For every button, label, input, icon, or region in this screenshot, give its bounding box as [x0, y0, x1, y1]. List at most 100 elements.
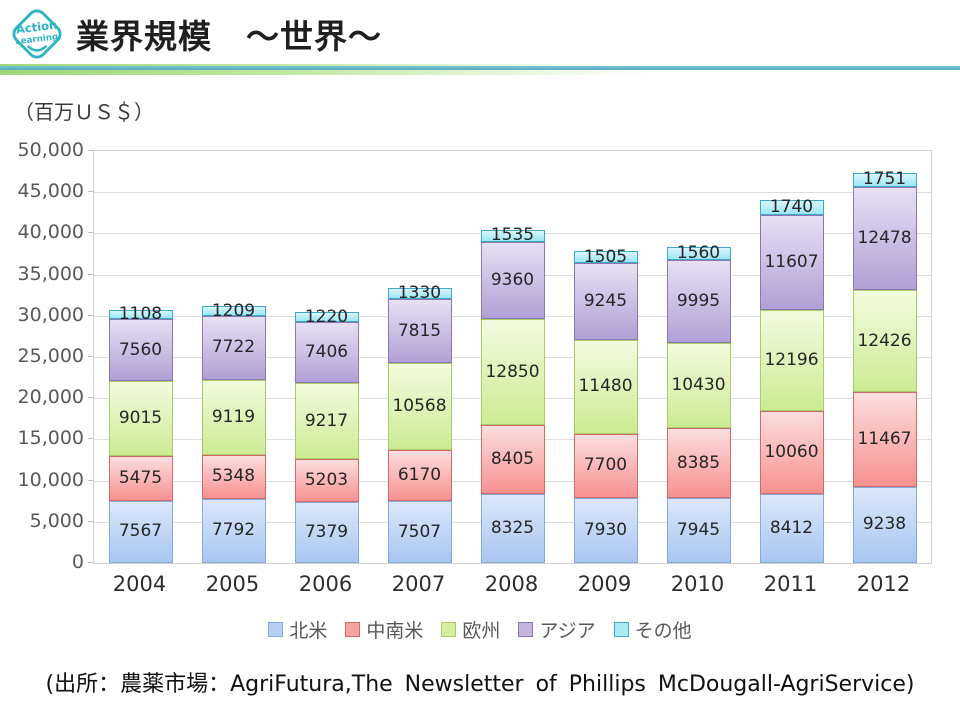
- legend-swatch: [518, 621, 534, 637]
- bar-value-label: 5475: [118, 467, 163, 488]
- bar-segment-2006-その他: 1220: [294, 308, 359, 325]
- bar-segment-2011-その他: 1740: [759, 197, 824, 217]
- bar-segment-2005-中南米: 5348: [201, 454, 266, 499]
- bar-value-label: 11467: [857, 429, 912, 450]
- bar-value-label: 1209: [211, 300, 256, 321]
- bar-segment-2006-北米: 7379: [294, 502, 359, 563]
- x-axis-label-2008: 2008: [484, 572, 539, 596]
- y-axis-label: 10,000: [17, 468, 84, 491]
- y-axis-label: 40,000: [17, 221, 84, 244]
- bar-value-label: 5348: [211, 466, 256, 487]
- bar-segment-2009-その他: 1505: [573, 246, 638, 267]
- bar-segment-2010-その他: 1560: [666, 245, 731, 262]
- bar-value-label: 12478: [857, 228, 912, 249]
- legend-swatch: [345, 621, 361, 637]
- plot-area: 7567 5475 9015 7560 1108 7792 5348 9119 7722 1209…: [93, 150, 932, 564]
- bar-segment-2004-中南米: 5475: [108, 455, 173, 501]
- bar-segment-2011-北米: 8412: [759, 493, 824, 563]
- bar-value-label: 7930: [583, 519, 628, 540]
- x-axis-label-2010: 2010: [670, 572, 725, 596]
- bar-value-label: 8325: [490, 518, 535, 539]
- bar-value-label: 9238: [862, 514, 907, 535]
- bar-segment-2006-中南米: 5203: [294, 459, 359, 503]
- x-axis-label-2012: 2012: [856, 572, 911, 596]
- legend-swatch: [268, 621, 284, 637]
- chart-legend: 北米 中南米 欧州 アジア その他: [0, 616, 960, 642]
- source-note: (出所：農薬市場：AgriFutura,The Newsletter of Ph…: [45, 672, 915, 697]
- bar-segment-2006-欧州: 9217: [294, 383, 359, 460]
- bar-segment-2012-アジア: 12478: [852, 187, 917, 291]
- bar-value-label: 7567: [118, 521, 163, 542]
- bar-value-label: 1740: [769, 197, 814, 217]
- y-axis-tick: [88, 397, 93, 399]
- bar-segment-2008-アジア: 9360: [480, 242, 545, 320]
- bar-segment-2011-中南米: 10060: [759, 410, 824, 494]
- bar-segment-2011-アジア: 11607: [759, 214, 824, 311]
- bar-segment-2012-中南米: 11467: [852, 392, 917, 487]
- bar-segment-2004-北米: 7567: [108, 500, 173, 563]
- bar-segment-2004-その他: 1108: [108, 305, 173, 322]
- bar-segment-2010-欧州: 10430: [666, 342, 731, 429]
- bar-value-label: 9360: [490, 270, 535, 291]
- legend-label: 北米: [289, 619, 328, 642]
- bar-value-label: 11480: [578, 376, 633, 397]
- bar-segment-2008-その他: 1535: [480, 227, 545, 244]
- legend-item-北米: 北米: [268, 616, 327, 643]
- x-axis-label-2004: 2004: [112, 572, 167, 596]
- y-axis-tick: [88, 273, 93, 275]
- bar-segment-2008-中南米: 8405: [480, 425, 545, 495]
- bar-segment-2009-北米: 7930: [573, 497, 638, 563]
- y-axis-label: 20,000: [17, 386, 84, 409]
- bar-segment-2007-欧州: 10568: [387, 363, 452, 451]
- bar-value-label: 9015: [118, 407, 163, 428]
- y-axis-tick: [88, 438, 93, 440]
- bar-segment-2012-その他: 1751: [852, 171, 917, 188]
- bar-value-label: 8385: [676, 452, 721, 473]
- y-axis-label: 15,000: [17, 427, 84, 450]
- bar-value-label: 7560: [118, 339, 163, 360]
- bar-value-label: 9245: [583, 291, 628, 312]
- y-axis-unit-label: （百万ＵＳ＄）: [14, 100, 154, 124]
- bar-value-label: 12426: [857, 330, 912, 351]
- bar-value-label: 7815: [397, 320, 442, 341]
- bar-value-label: 8405: [490, 449, 535, 470]
- x-axis-label-2009: 2009: [577, 572, 632, 596]
- bar-segment-2008-北米: 8325: [480, 494, 545, 563]
- x-axis-label-2005: 2005: [205, 572, 260, 596]
- legend-label: 中南米: [366, 619, 424, 642]
- bar-segment-2007-その他: 1330: [387, 282, 452, 303]
- bar-value-label: 11607: [764, 251, 819, 272]
- bar-value-label: 10568: [392, 396, 447, 417]
- legend-item-欧州: 欧州: [441, 616, 500, 643]
- bar-segment-2009-中南米: 7700: [573, 434, 638, 498]
- legend-label: アジア: [539, 619, 596, 642]
- bar-value-label: 7700: [583, 455, 628, 476]
- bar-value-label: 1108: [118, 303, 163, 324]
- bar-segment-2005-アジア: 7722: [201, 315, 266, 380]
- y-axis-tick: [88, 191, 93, 193]
- bar-value-label: 10060: [764, 441, 819, 462]
- bar-segment-2009-アジア: 9245: [573, 263, 638, 340]
- y-axis-tick: [88, 314, 93, 316]
- legend-item-中南米: 中南米: [345, 616, 423, 643]
- bar-value-label: 9217: [304, 410, 349, 431]
- bar-segment-2012-北米: 9238: [852, 486, 917, 563]
- bar-segment-2012-欧州: 12426: [852, 290, 917, 393]
- bar-segment-2005-北米: 7792: [201, 498, 266, 563]
- bar-value-label: 1330: [397, 282, 442, 303]
- bar-value-label: 9995: [676, 290, 721, 311]
- x-axis-label-2007: 2007: [391, 572, 446, 596]
- y-axis-tick: [88, 356, 93, 357]
- x-axis-label-2006: 2006: [298, 572, 353, 596]
- gridline: [94, 192, 931, 194]
- bar-segment-2005-その他: 1209: [201, 302, 266, 319]
- bar-value-label: 10430: [671, 374, 726, 395]
- bar-segment-2009-欧州: 11480: [573, 339, 638, 435]
- bar-segment-2004-アジア: 7560: [108, 318, 173, 382]
- bar-value-label: 6170: [397, 465, 442, 486]
- legend-item-アジア: アジア: [518, 616, 596, 643]
- legend-swatch: [441, 621, 457, 637]
- bar-value-label: 8412: [769, 517, 814, 538]
- bar-value-label: 1505: [583, 246, 628, 267]
